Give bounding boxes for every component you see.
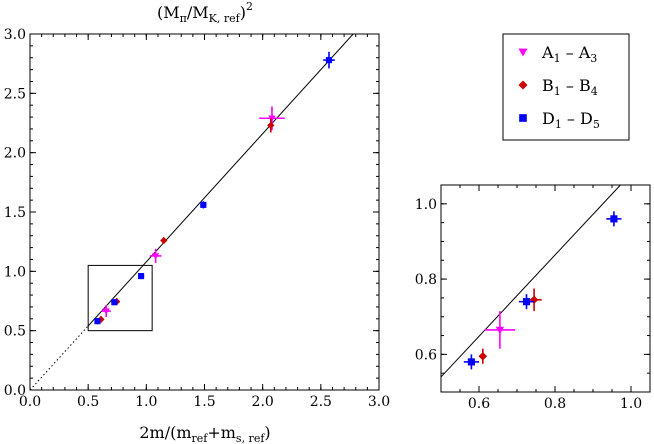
data-point <box>200 201 207 208</box>
data-point <box>522 298 531 306</box>
data-point <box>495 326 505 335</box>
y-tick-label: 3.0 <box>4 27 26 43</box>
legend-marker <box>518 80 528 90</box>
inset-panel: 0.6 0.8 1.0 0.6 0.8 1.0 <box>415 184 651 412</box>
top-axis-title: (Mπ/MK, ref)2 <box>157 0 253 25</box>
data-point <box>94 318 101 325</box>
y-tick-label: 0.8 <box>415 272 437 288</box>
main-panel: 0.0 0.5 1.0 1.5 2.0 2.5 3.0 0.0 0.5 1.0 1.5 2.0 2.5 3… <box>4 27 390 410</box>
x-tick-label: 0.0 <box>19 394 41 410</box>
data-point <box>111 299 118 306</box>
y-tick-label: 1.0 <box>415 197 437 213</box>
data-point <box>267 121 275 129</box>
x-tick-label: 3.0 <box>368 394 390 410</box>
x-tick-label: 1.5 <box>193 394 215 410</box>
data-point <box>325 57 333 64</box>
data-point <box>467 358 475 366</box>
fit-line-dotted <box>30 325 89 390</box>
fit-line <box>441 185 621 378</box>
data-point <box>152 253 160 260</box>
data-point <box>268 115 276 122</box>
main-frame <box>29 33 380 391</box>
data-point <box>160 236 168 245</box>
x-tick-label: 2.0 <box>252 394 274 410</box>
data-point <box>97 315 105 323</box>
main-data <box>30 34 354 390</box>
x-tick-label: 1.0 <box>135 394 157 410</box>
x-tick-label: 0.5 <box>77 394 99 410</box>
x-tick-label: 2.5 <box>310 394 332 410</box>
legend-marker <box>518 48 528 57</box>
fit-line <box>87 34 354 327</box>
y-tick-label: 1.0 <box>4 264 26 280</box>
y-tick-label: 0.5 <box>4 324 26 340</box>
legend-marker <box>519 114 527 122</box>
x-tick-label: 0.8 <box>544 396 566 412</box>
inset-data <box>441 185 622 378</box>
data-point <box>138 273 145 280</box>
data-point <box>610 215 618 223</box>
y-tick-label: 0.6 <box>415 347 437 363</box>
x-tick-label: 0.6 <box>468 396 490 412</box>
legend: A1 – A3 B1 – B4 D1 – D5 <box>502 33 630 141</box>
y-tick-label: 0.0 <box>4 383 26 399</box>
legend-label: D1 – D5 <box>542 109 600 131</box>
inset-frame <box>440 184 651 393</box>
y-tick-label: 2.0 <box>4 146 26 162</box>
data-point <box>102 308 110 315</box>
x-tick-label: 1.0 <box>620 396 642 412</box>
data-point <box>529 295 539 304</box>
legend-label: A1 – A3 <box>541 43 597 65</box>
zoom-box <box>87 264 153 332</box>
data-point <box>478 352 487 361</box>
x-axis-title: 2m/(mref+ms, ref) <box>139 423 270 444</box>
y-tick-label: 1.5 <box>4 205 26 221</box>
y-tick-label: 2.5 <box>4 86 26 102</box>
legend-label: B1 – B4 <box>542 76 598 98</box>
